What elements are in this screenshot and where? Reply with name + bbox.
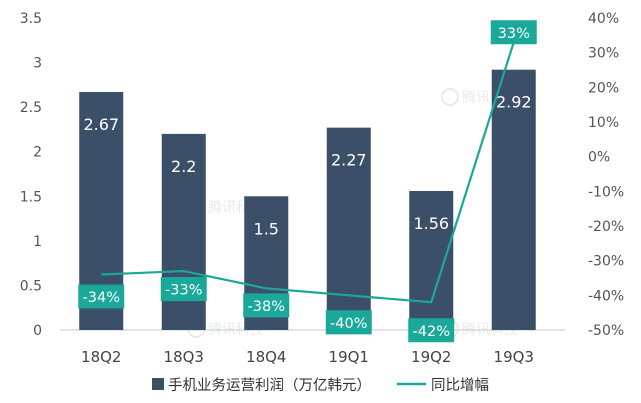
- line-value-label: 33%: [498, 26, 530, 42]
- y-right-tick-label: 10%: [588, 115, 619, 131]
- line-label-box: [78, 284, 125, 309]
- y-right-tick-label: -50%: [588, 323, 624, 339]
- line-value-label: -33%: [165, 283, 202, 299]
- line-label-box: [408, 318, 455, 343]
- bar-value-label: 1.56: [413, 214, 449, 233]
- y-right-tick-label: 30%: [588, 46, 619, 62]
- bar-value-label: 2.67: [83, 115, 119, 134]
- y-right-tick-label: 20%: [588, 80, 619, 96]
- line-series: [101, 41, 515, 304]
- y-left-tick-label: 3.5: [20, 11, 42, 27]
- y-left-tick-label: 1: [33, 234, 42, 250]
- x-tick-label: 18Q3: [164, 348, 204, 366]
- bar: [491, 69, 536, 331]
- x-tick-label: 18Q2: [81, 348, 121, 366]
- line-label-box: [325, 310, 372, 335]
- line-label-box: [160, 277, 207, 302]
- y-left-tick-label: 2: [33, 145, 42, 161]
- y-right-tick-label: -30%: [588, 254, 624, 270]
- y-right-tick-label: -40%: [588, 288, 624, 304]
- line-value-label: -42%: [413, 324, 450, 340]
- legend-label: 手机业务运营利润（万亿韩元）: [168, 377, 371, 394]
- legend-swatch-bar: [152, 378, 164, 390]
- y-left-tick-label: 0: [33, 323, 42, 339]
- line-label-box: [243, 293, 290, 318]
- x-tick-label: 18Q4: [246, 348, 286, 366]
- bar-value-label: 2.92: [496, 93, 532, 112]
- y-right-tick-label: 0%: [588, 150, 610, 166]
- line-label-box: [490, 20, 537, 45]
- y-left-tick-label: 2.5: [20, 100, 42, 116]
- line-value-label: -40%: [330, 316, 367, 332]
- y-right-tick-label: -10%: [588, 184, 624, 200]
- watermark-logo-icon: [441, 88, 459, 106]
- bar: [409, 190, 454, 330]
- x-tick-label: 19Q1: [329, 348, 369, 366]
- line-value-label: -34%: [83, 290, 120, 306]
- bar-value-label: 2.2: [171, 157, 196, 176]
- y-left-tick-label: 1.5: [20, 189, 42, 205]
- x-tick-label: 19Q3: [494, 348, 534, 366]
- y-left-tick-label: 3: [33, 56, 42, 72]
- y-right-tick-label: 40%: [588, 11, 619, 27]
- line-value-label: -38%: [248, 299, 285, 315]
- legend-label: 同比增幅: [431, 377, 489, 394]
- bar-value-label: 1.5: [254, 219, 279, 238]
- bar-value-label: 2.27: [331, 151, 367, 170]
- y-right-tick-label: -20%: [588, 219, 624, 235]
- y-left-tick-label: 0.5: [20, 278, 42, 294]
- x-tick-label: 19Q2: [411, 348, 451, 366]
